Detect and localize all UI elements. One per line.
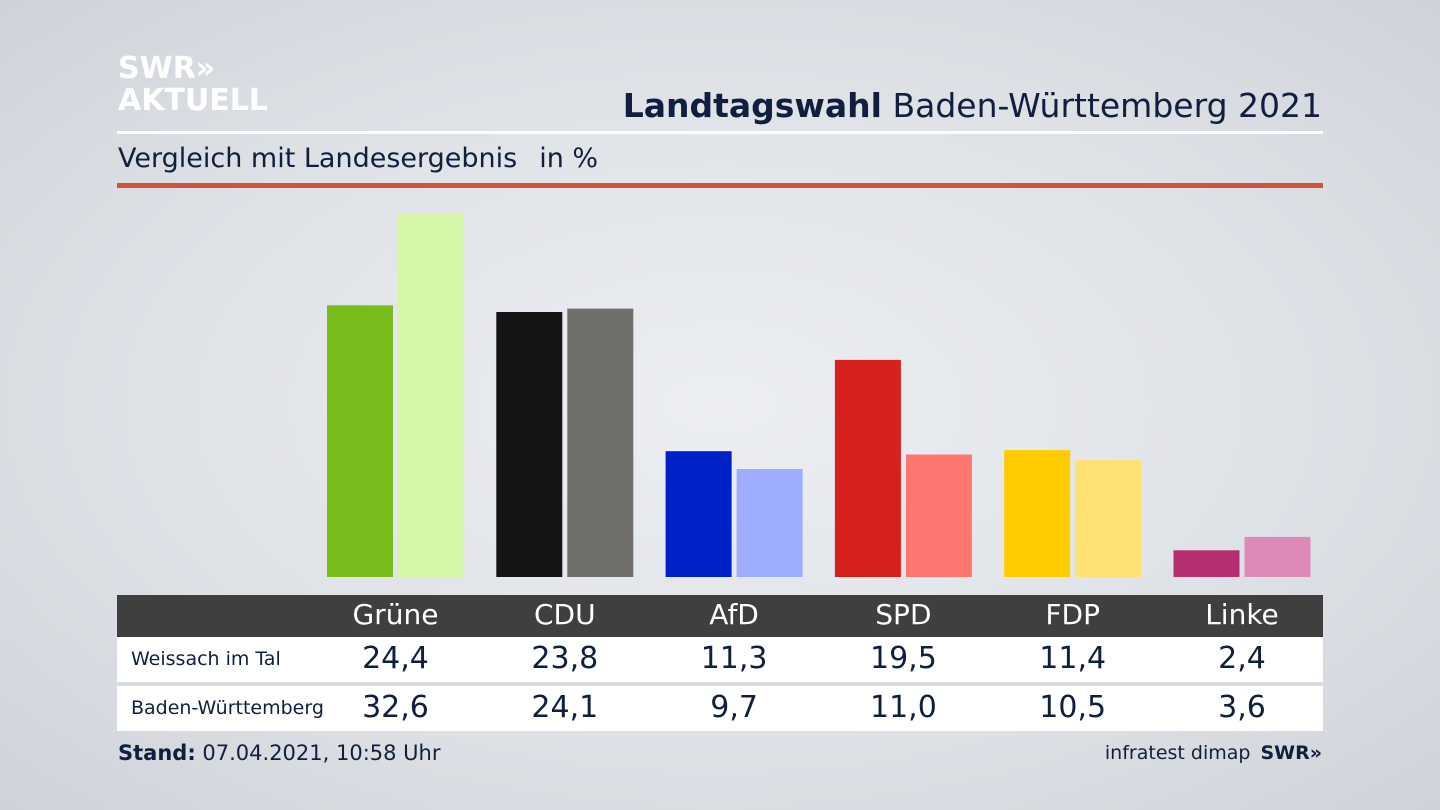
category-label: Grüne (352, 598, 439, 631)
data-value-label: 2,4 (1218, 641, 1266, 676)
accent-rule (117, 183, 1323, 188)
category-label: AfD (709, 598, 759, 631)
bar-afd-series-1 (665, 451, 732, 577)
bar-linke-series-2 (1244, 536, 1311, 577)
data-value-label: 11,4 (1039, 641, 1107, 676)
table-row-local: Weissach im Tal 24,4 23,8 11,3 19,5 11,4 2,4 (117, 637, 1323, 682)
swr-footer-logo: SWR» (1260, 742, 1322, 764)
data-value-label: 19,5 (869, 641, 937, 676)
bar-fdp-series-2 (1075, 460, 1142, 577)
bar-linke-series-1 (1173, 550, 1240, 577)
logo-line-1: SWR» (118, 51, 216, 86)
logo-line-2: AKTUELL (118, 83, 269, 118)
bar-afd-series-2 (736, 469, 803, 577)
subtitle-text: Vergleich mit Landesergebnis (118, 143, 518, 174)
category-label: Linke (1205, 598, 1279, 631)
table-row-state: Baden-Württemberg 32,6 24,1 9,7 11,0 10,5 3,6 (117, 686, 1323, 731)
page-title: Landtagswahl Baden-Württemberg 2021 (623, 86, 1322, 125)
data-value-label: 9,7 (710, 690, 758, 725)
category-label: CDU (533, 598, 596, 631)
data-value-label: 24,1 (531, 690, 599, 725)
chart-subtitle: Vergleich mit Landesergebnis in % (118, 143, 598, 174)
row-label-state: Baden-Württemberg (131, 697, 324, 719)
bar-chart (327, 214, 1311, 577)
table-header-row: Grüne CDU AfD SPD FDP Linke (117, 595, 1323, 637)
title-bold: Landtagswahl (622, 86, 882, 125)
data-value-label: 24,4 (362, 641, 429, 676)
bar-grne-series-2 (398, 214, 464, 577)
stand-value: 07.04.2021, 10:58 Uhr (195, 741, 441, 765)
unit-label: in % (539, 143, 599, 174)
swr-aktuell-logo: SWR» AKTUELL (118, 54, 268, 116)
category-label: SPD (875, 598, 932, 631)
stand-label: Stand: (118, 741, 196, 765)
row-label-local: Weissach im Tal (131, 648, 281, 670)
data-value-label: 10,5 (1039, 690, 1107, 725)
bar-spd-series-1 (834, 359, 901, 577)
timestamp: Stand: 07.04.2021, 10:58 Uhr (118, 741, 441, 765)
data-value-label: 11,3 (700, 641, 768, 676)
data-value-label: 32,6 (362, 690, 429, 725)
table-row-separator (117, 682, 1323, 686)
category-label: FDP (1045, 598, 1100, 631)
bar-cdu-series-1 (496, 312, 563, 577)
data-value-label: 23,8 (531, 641, 599, 676)
source-text: infratest dimap (1104, 742, 1251, 764)
data-value-label: 3,6 (1218, 690, 1266, 725)
bar-fdp-series-1 (1004, 450, 1071, 577)
title-rest: Baden-Württemberg 2021 (881, 86, 1322, 125)
bar-grne-series-1 (327, 305, 393, 577)
bar-spd-series-2 (905, 454, 972, 577)
source-credit: infratest dimap SWR» (1105, 742, 1322, 764)
bar-cdu-series-2 (567, 308, 634, 577)
data-value-label: 11,0 (869, 690, 937, 725)
header-divider (117, 131, 1323, 134)
